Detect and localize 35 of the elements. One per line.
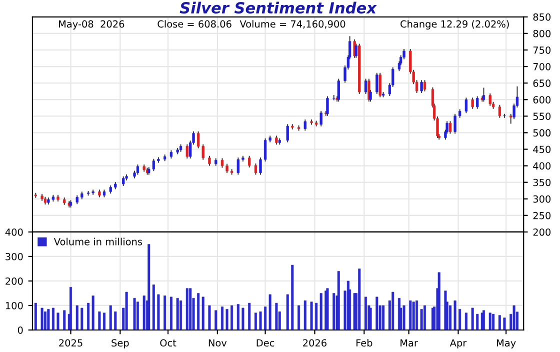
annotation: Volume = 74,160,900 <box>240 20 346 29</box>
y-tick-label: 700 <box>533 63 551 70</box>
x-tick-label: Oct <box>160 339 176 347</box>
x-tick-label: Nov <box>208 339 227 347</box>
x-tick-label: 2026 <box>303 339 326 347</box>
x-tick-label: May <box>496 339 516 348</box>
x-tick-label: Feb <box>356 339 372 347</box>
y-tick-label: 750 <box>533 46 551 54</box>
y-tick-label: 500 <box>533 129 551 137</box>
x-tick-label: 2025 <box>59 339 82 347</box>
y-tick-label: 400 <box>533 162 551 170</box>
chart-title: Silver Sentiment Index <box>180 2 377 14</box>
y-tick-label: 100 <box>6 302 23 310</box>
y-tick-label: 200 <box>6 277 23 285</box>
annotation: Close = 608.06 <box>158 20 232 28</box>
y-tick-label: 850 <box>533 13 551 21</box>
y-tick-label: 0 <box>18 326 23 334</box>
y-tick-label: 550 <box>533 112 551 120</box>
annotation: Change 12.29 (2.02%) <box>400 20 509 30</box>
x-tick-label: Sep <box>112 339 129 348</box>
y-tick-label: 300 <box>6 252 23 260</box>
x-tick-label: Mar <box>400 339 418 347</box>
y-tick-label: 650 <box>533 80 551 87</box>
y-tick-label: 200 <box>533 228 551 236</box>
y-tick-label: 800 <box>533 30 551 38</box>
y-tick-label: 300 <box>533 195 551 203</box>
x-tick-label: Apr <box>450 339 467 348</box>
y-tick-label: 400 <box>5 228 23 236</box>
y-tick-label: 600 <box>533 96 551 104</box>
y-tick-label: 450 <box>533 146 551 154</box>
annotation: May-08 2026 <box>59 20 124 30</box>
y-tick-label: 350 <box>533 178 551 186</box>
legend-label: Volume in millions <box>54 238 142 246</box>
y-tick-label: 250 <box>533 212 551 220</box>
x-tick-label: Dec <box>256 339 274 347</box>
